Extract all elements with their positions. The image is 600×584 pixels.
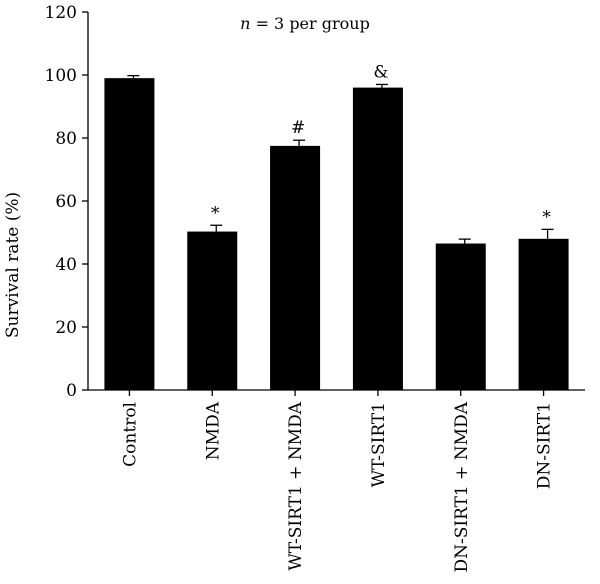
bar-0	[104, 78, 155, 391]
bar-2	[270, 145, 321, 390]
y-tick-label-20: 20	[55, 318, 77, 338]
bars-group: * # & *	[104, 62, 569, 391]
axes: 0 20 40 60 80 100 120	[45, 3, 585, 401]
y-tick-label-100: 100	[45, 66, 77, 86]
bar-4	[435, 243, 486, 390]
x-category-label-3: WT-SIRT1	[369, 402, 389, 487]
chart-title-rest: = 3 per group	[250, 14, 369, 33]
y-tick-label-60: 60	[55, 192, 77, 212]
chart-title-italic: n	[240, 14, 250, 33]
y-tick-label-0: 0	[66, 381, 77, 401]
annotation-3: &	[373, 62, 388, 82]
annotation-2: #	[291, 118, 305, 138]
bar-1	[187, 231, 238, 390]
bar-3	[352, 87, 403, 390]
y-tick-label-40: 40	[55, 255, 77, 275]
x-category-label-0: Control	[120, 402, 140, 467]
category-labels-group: Control NMDA WT-SIRT1 + NMDA WT-SIRT1 DN-SIR…	[120, 401, 554, 572]
annotation-5: *	[542, 207, 551, 227]
x-category-label-1: NMDA	[203, 401, 223, 460]
y-tick-label-120: 120	[45, 3, 77, 23]
y-axis-label: Survival rate (%)	[3, 192, 23, 338]
x-category-label-5: DN-SIRT1	[535, 402, 555, 489]
bar-5	[518, 238, 569, 390]
x-category-label-2: WT-SIRT1 + NMDA	[286, 401, 306, 570]
x-category-label-4: DN-SIRT1 + NMDA	[452, 401, 472, 572]
chart-title: n = 3 per group	[240, 14, 370, 33]
annotation-1: *	[211, 203, 220, 223]
y-tick-label-80: 80	[55, 129, 77, 149]
